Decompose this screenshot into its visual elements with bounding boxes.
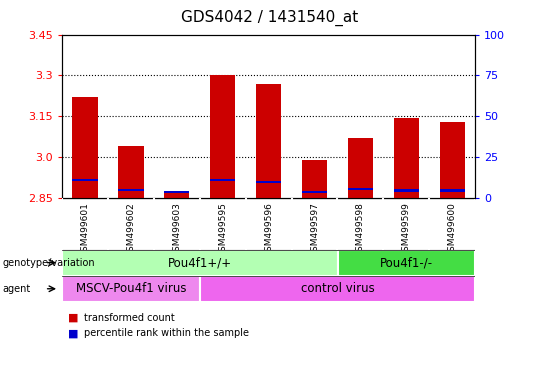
Bar xyxy=(256,84,281,198)
Bar xyxy=(210,179,235,181)
Bar xyxy=(62,276,200,302)
Bar xyxy=(338,250,475,276)
Bar xyxy=(440,122,465,198)
Text: GSM499598: GSM499598 xyxy=(356,202,365,257)
Text: GSM499603: GSM499603 xyxy=(172,202,181,257)
Text: Pou4f1-/-: Pou4f1-/- xyxy=(380,256,433,269)
Text: GSM499600: GSM499600 xyxy=(448,202,457,257)
Text: agent: agent xyxy=(3,284,31,294)
Text: GSM499599: GSM499599 xyxy=(402,202,411,257)
Bar xyxy=(256,180,281,183)
Bar xyxy=(348,188,373,190)
Bar xyxy=(164,191,190,198)
Text: Pou4f1+/+: Pou4f1+/+ xyxy=(168,256,232,269)
Bar xyxy=(72,179,98,181)
Bar xyxy=(118,146,144,198)
Text: GSM499601: GSM499601 xyxy=(80,202,90,257)
Text: ■: ■ xyxy=(68,328,78,338)
Text: control virus: control virus xyxy=(301,282,374,295)
Text: GDS4042 / 1431540_at: GDS4042 / 1431540_at xyxy=(181,10,359,26)
Bar xyxy=(200,276,475,302)
Text: percentile rank within the sample: percentile rank within the sample xyxy=(84,328,249,338)
Text: GSM499602: GSM499602 xyxy=(126,202,136,257)
Bar xyxy=(164,191,190,193)
Bar xyxy=(302,191,327,193)
Text: GSM499595: GSM499595 xyxy=(218,202,227,257)
Text: GSM499597: GSM499597 xyxy=(310,202,319,257)
Text: genotype/variation: genotype/variation xyxy=(3,258,96,268)
Bar xyxy=(394,118,419,198)
Bar xyxy=(394,189,419,192)
Bar xyxy=(302,160,327,198)
Bar xyxy=(210,75,235,198)
Bar xyxy=(440,189,465,192)
Bar xyxy=(118,189,144,191)
Text: transformed count: transformed count xyxy=(84,313,174,323)
Text: GSM499596: GSM499596 xyxy=(264,202,273,257)
Bar xyxy=(62,250,338,276)
Bar xyxy=(348,138,373,198)
Bar xyxy=(72,97,98,198)
Text: ■: ■ xyxy=(68,313,78,323)
Text: MSCV-Pou4f1 virus: MSCV-Pou4f1 virus xyxy=(76,282,186,295)
